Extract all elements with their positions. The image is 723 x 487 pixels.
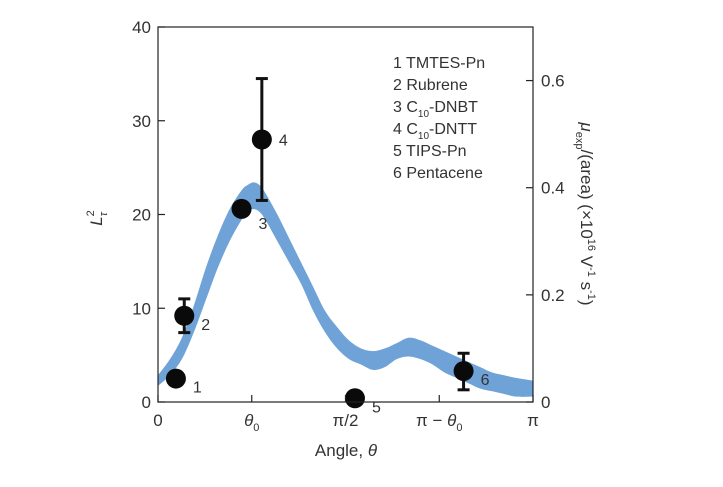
point-label-1: 1 (193, 380, 202, 397)
right-y-axis-title: μexp/(area) (×1016 V-1 s-1) (573, 121, 597, 305)
left-y-tick-label: 20 (132, 206, 151, 225)
left-y-tick-label: 40 (132, 18, 151, 37)
legend-entry: 2 Rubrene (393, 77, 468, 94)
data-point-2 (174, 305, 195, 326)
svg-text:L2τ: L2τ (85, 210, 110, 226)
data-point-3 (231, 198, 252, 219)
x-tick-label: π/2 (333, 411, 359, 430)
left-y-axis-ticks: 0 10 20 30 40 (132, 18, 165, 412)
legend-entry: 3 C10-DNBT (393, 99, 478, 120)
legend-entry: 1 TMTES-Pn (393, 55, 485, 72)
x-tick-label: θ0 (244, 411, 259, 434)
right-y-tick-label: 0.4 (541, 179, 565, 198)
left-y-tick-label: 10 (132, 299, 151, 318)
left-y-tick-label: 0 (142, 393, 151, 412)
legend-entry: 5 TIPS-Pn (393, 143, 467, 160)
x-tick-label: π − θ0 (416, 411, 462, 434)
data-point-6 (453, 361, 474, 382)
point-label-4: 4 (279, 133, 288, 150)
svg-text:μexp/(area) (×1016 V-1 s-1): μexp/(area) (×1016 V-1 s-1) (573, 121, 597, 305)
right-y-tick-label: 0 (541, 393, 550, 412)
point-label-3: 3 (259, 216, 268, 233)
data-points: 1 2 3 4 5 6 (165, 129, 490, 416)
x-axis-ticks: 0 θ0 π/2 π − θ0 π (153, 395, 539, 434)
uncertainty-band (158, 182, 533, 397)
legend-entry: 4 C10-DNTT (393, 121, 477, 142)
x-tick-label: 0 (153, 411, 162, 430)
data-point-5 (344, 388, 365, 409)
right-y-tick-label: 0.2 (541, 286, 565, 305)
point-label-6: 6 (481, 372, 490, 389)
x-axis-title: Angle, θ (315, 441, 378, 460)
data-point-4 (251, 129, 272, 150)
right-y-tick-label: 0.6 (541, 72, 565, 91)
point-label-2: 2 (201, 317, 210, 334)
x-tick-label: π (527, 411, 539, 430)
legend-entry: 6 Pentacene (393, 165, 483, 182)
left-y-tick-label: 30 (132, 112, 151, 131)
point-label-5: 5 (372, 399, 381, 416)
data-point-1 (165, 368, 186, 389)
right-y-axis-ticks: 0 0.2 0.4 0.6 (526, 72, 565, 412)
left-y-axis-title: L2τ (85, 210, 110, 226)
